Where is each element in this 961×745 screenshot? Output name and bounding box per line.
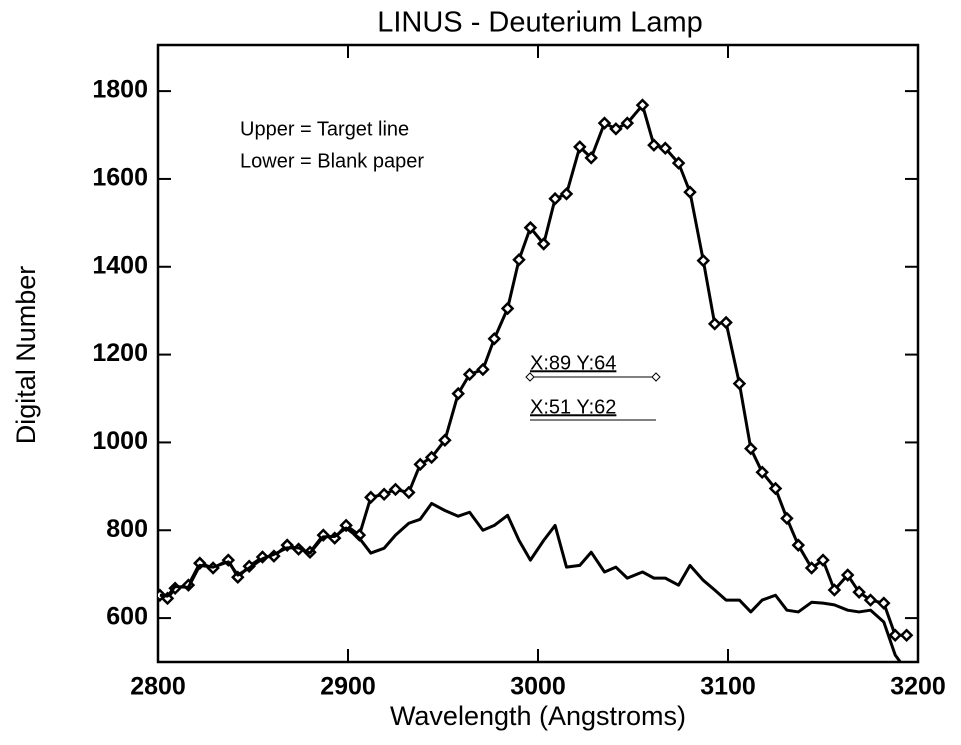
annotation: X:51 Y:62 [530, 396, 616, 418]
data-point [658, 141, 673, 155]
data-point [899, 628, 914, 642]
data-point [744, 441, 758, 456]
data-point [559, 187, 574, 201]
y-tick-label: 1800 [92, 76, 148, 104]
data-point [573, 140, 587, 154]
data-point [402, 485, 416, 500]
data-point [707, 317, 722, 331]
data-point [500, 301, 515, 316]
data-point [584, 151, 598, 165]
data-point [840, 568, 855, 582]
annotation: Lower = Blank paper [240, 150, 424, 172]
series-line [159, 501, 903, 662]
data-point [609, 122, 623, 136]
y-axis-label: Digital Number [11, 266, 41, 445]
data-point [413, 457, 427, 472]
data-point [804, 561, 819, 575]
data-point [827, 583, 842, 597]
data-point [451, 386, 465, 401]
data-point [388, 482, 403, 497]
x-tick-label: 3000 [510, 673, 566, 701]
x-tick-label: 2800 [130, 673, 186, 701]
chart-title: LINUS - Deuterium Lamp [377, 7, 703, 39]
data-point [791, 538, 806, 552]
data-point [755, 465, 769, 480]
data-point [316, 528, 331, 542]
x-tick-label: 2900 [320, 673, 376, 701]
data-point [768, 481, 783, 496]
y-tick-label: 1000 [92, 427, 148, 455]
data-point [438, 433, 452, 447]
data-point [597, 116, 612, 130]
data-point [620, 116, 635, 130]
data-point [364, 490, 378, 505]
data-point [487, 332, 502, 346]
data-point [780, 511, 794, 526]
y-tick-label: 1200 [92, 339, 148, 367]
data-point [683, 185, 697, 199]
data-point [512, 252, 526, 267]
x-axis-label: Wavelength (Angstroms) [390, 701, 686, 731]
data-point [424, 450, 439, 465]
y-tick-label: 600 [106, 603, 148, 631]
y-tick-label: 1600 [92, 164, 148, 192]
annotation-marker [651, 372, 661, 382]
data-point [852, 585, 866, 599]
data-point [816, 553, 830, 567]
x-tick-label: 3100 [700, 673, 756, 701]
data-point [732, 376, 747, 391]
data-point [548, 191, 562, 206]
data-point [863, 593, 878, 607]
data-point [523, 220, 538, 235]
plot-area [158, 98, 914, 662]
data-point [719, 315, 733, 330]
y-tick-label: 1400 [92, 251, 148, 279]
data-point [339, 518, 353, 533]
data-point [377, 487, 391, 502]
data-point [671, 156, 686, 170]
data-point [696, 253, 711, 268]
data-point [888, 628, 902, 642]
data-point [476, 362, 490, 377]
data-point [462, 367, 477, 382]
data-point [536, 237, 551, 251]
data-point [635, 98, 650, 112]
annotation: X:89 Y:64 [530, 352, 616, 374]
data-point [877, 596, 891, 610]
annotation: Upper = Target line [240, 118, 409, 140]
annotation-marker [525, 372, 535, 382]
data-point [647, 138, 661, 152]
y-tick-label: 800 [106, 515, 148, 543]
x-tick-label: 3200 [890, 673, 946, 701]
